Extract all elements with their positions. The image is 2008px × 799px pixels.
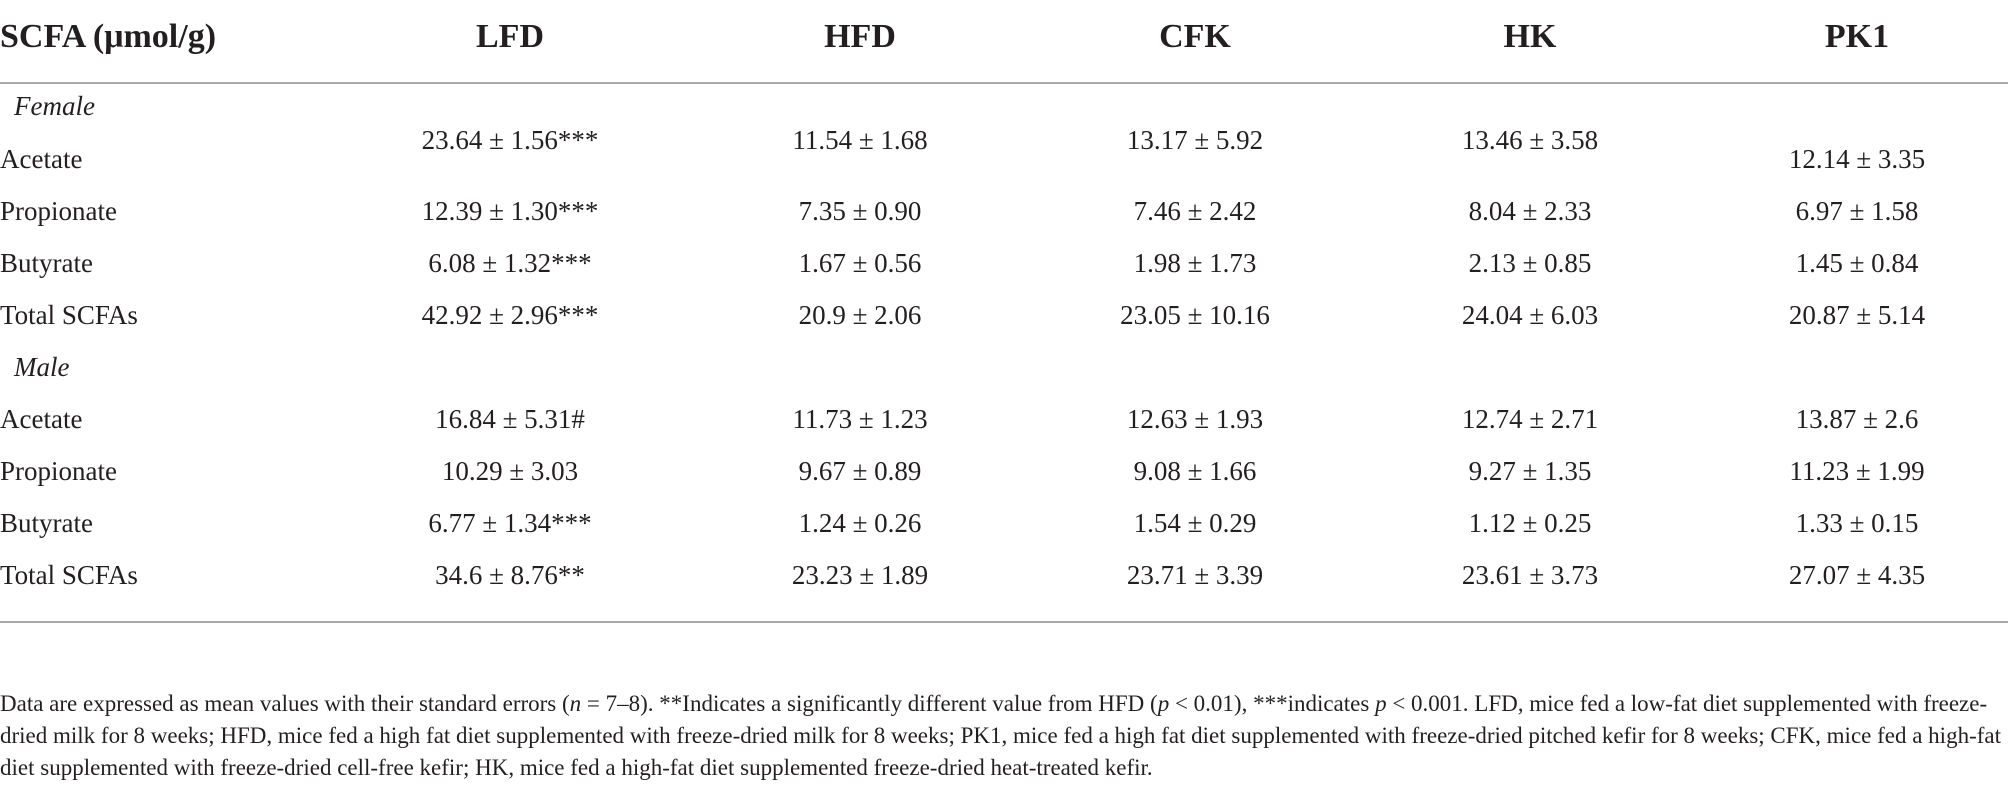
header-hk: HK bbox=[1503, 18, 1557, 55]
value-cell: 1.12 ± 0.25 bbox=[1468, 508, 1592, 538]
value-cell: 2.13 ± 0.85 bbox=[1468, 248, 1592, 278]
value-cell: 12.39 ± 1.30*** bbox=[421, 196, 599, 226]
value-cell: 1.45 ± 0.84 bbox=[1795, 248, 1919, 278]
row-label: Total SCFAs bbox=[0, 560, 138, 590]
value-cell: 8.04 ± 2.33 bbox=[1468, 196, 1592, 226]
header-hfd: HFD bbox=[824, 18, 896, 55]
value-cell: 12.14 ± 3.35 bbox=[1788, 144, 1926, 174]
value-cell: 10.29 ± 3.03 bbox=[441, 456, 579, 486]
value-cell: 7.35 ± 0.90 bbox=[798, 196, 922, 226]
value-cell: 20.9 ± 2.06 bbox=[798, 300, 922, 330]
value-cell: 6.08 ± 1.32*** bbox=[428, 248, 592, 278]
value-cell: 23.05 ± 10.16 bbox=[1120, 300, 1270, 330]
value-cell: 27.07 ± 4.35 bbox=[1788, 560, 1926, 590]
value-cell: 9.08 ± 1.66 bbox=[1133, 456, 1257, 486]
row-label: Propionate bbox=[0, 196, 117, 226]
value-cell: 42.92 ± 2.96*** bbox=[421, 300, 599, 330]
value-cell: 23.61 ± 3.73 bbox=[1461, 560, 1599, 590]
header-scfa: SCFA (μmol/g) bbox=[0, 18, 217, 55]
value-cell: 12.74 ± 2.71 bbox=[1461, 404, 1599, 434]
value-cell: 20.87 ± 5.14 bbox=[1788, 300, 1926, 330]
value-cell: 1.98 ± 1.73 bbox=[1133, 248, 1257, 278]
value-cell: 1.67 ± 0.56 bbox=[798, 248, 922, 278]
value-cell: 13.46 ± 3.58 bbox=[1461, 125, 1599, 155]
row-label: Total SCFAs bbox=[0, 300, 138, 330]
value-cell: 34.6 ± 8.76** bbox=[435, 560, 585, 590]
value-cell: 1.54 ± 0.29 bbox=[1133, 508, 1257, 538]
value-cell: 24.04 ± 6.03 bbox=[1461, 300, 1599, 330]
value-cell: 23.71 ± 3.39 bbox=[1126, 560, 1264, 590]
value-cell: 1.24 ± 0.26 bbox=[798, 508, 922, 538]
value-cell: 11.73 ± 1.23 bbox=[792, 404, 928, 434]
section-title-female: Female bbox=[14, 91, 95, 121]
header-cfk: CFK bbox=[1159, 18, 1231, 55]
value-cell: 13.17 ± 5.92 bbox=[1126, 125, 1264, 155]
row-label: Butyrate bbox=[0, 508, 93, 538]
row-label: Butyrate bbox=[0, 248, 93, 278]
value-cell: 12.63 ± 1.93 bbox=[1126, 404, 1264, 434]
value-cell: 9.27 ± 1.35 bbox=[1468, 456, 1592, 486]
value-cell: 6.97 ± 1.58 bbox=[1795, 196, 1919, 226]
value-cell: 6.77 ± 1.34*** bbox=[428, 508, 592, 538]
value-cell: 11.54 ± 1.68 bbox=[792, 125, 928, 155]
value-cell: 1.33 ± 0.15 bbox=[1795, 508, 1919, 538]
value-cell: 9.67 ± 0.89 bbox=[798, 456, 922, 486]
header-lfd: LFD bbox=[476, 18, 544, 55]
section-title-male: Male bbox=[14, 352, 70, 382]
value-cell: 11.23 ± 1.99 bbox=[1789, 456, 1925, 486]
value-cell: 23.23 ± 1.89 bbox=[791, 560, 929, 590]
value-cell: 7.46 ± 2.42 bbox=[1133, 196, 1257, 226]
header-rule bbox=[0, 82, 2008, 84]
row-label: Propionate bbox=[0, 456, 117, 486]
row-label: Acetate bbox=[0, 404, 83, 434]
value-cell: 13.87 ± 2.6 bbox=[1795, 404, 1919, 434]
header-pk1: PK1 bbox=[1824, 18, 1890, 55]
table-footnote: Data are expressed as mean values with t… bbox=[0, 691, 2001, 780]
value-cell: 23.64 ± 1.56*** bbox=[421, 125, 599, 155]
value-cell: 16.84 ± 5.31# bbox=[435, 404, 585, 434]
table-bottom-rule bbox=[0, 621, 2008, 623]
row-label: Acetate bbox=[0, 144, 83, 174]
